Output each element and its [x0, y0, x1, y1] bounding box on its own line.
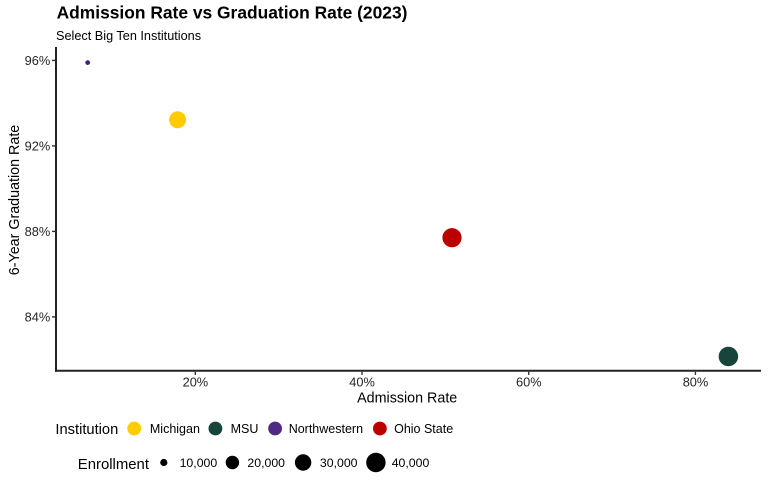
svg-text:10,000: 10,000	[180, 456, 218, 470]
svg-text:92%: 92%	[25, 138, 51, 153]
svg-text:Ohio State: Ohio State	[394, 422, 453, 436]
svg-text:Enrollment: Enrollment	[78, 457, 150, 473]
svg-text:60%: 60%	[516, 375, 542, 390]
svg-text:Institution: Institution	[55, 422, 118, 438]
svg-text:Northwestern: Northwestern	[289, 422, 363, 436]
svg-text:40%: 40%	[349, 375, 375, 390]
svg-text:Admission Rate vs Graduation R: Admission Rate vs Graduation Rate (2023)	[57, 3, 408, 23]
svg-text:84%: 84%	[25, 309, 51, 324]
svg-text:6-Year Graduation Rate: 6-Year Graduation Rate	[7, 125, 23, 276]
svg-text:Michigan: Michigan	[150, 422, 200, 436]
svg-text:80%: 80%	[683, 375, 709, 390]
svg-text:96%: 96%	[25, 53, 51, 68]
svg-text:88%: 88%	[25, 224, 51, 239]
svg-text:20,000: 20,000	[247, 456, 285, 470]
svg-text:Admission Rate: Admission Rate	[357, 391, 457, 407]
svg-text:40,000: 40,000	[392, 456, 430, 470]
svg-text:30,000: 30,000	[320, 456, 358, 470]
svg-text:MSU: MSU	[231, 422, 259, 436]
svg-text:20%: 20%	[183, 375, 209, 390]
svg-text:Select Big Ten Institutions: Select Big Ten Institutions	[56, 29, 201, 43]
